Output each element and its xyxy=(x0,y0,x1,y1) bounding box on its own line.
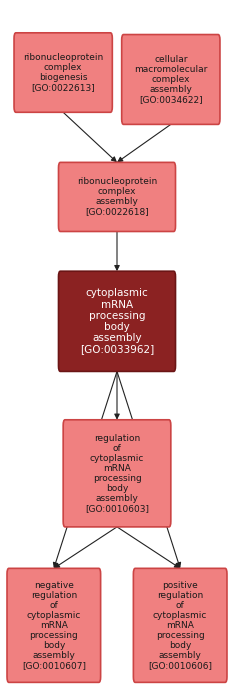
Text: negative
regulation
of
cytoplasmic
mRNA
processing
body
assembly
[GO:0010607]: negative regulation of cytoplasmic mRNA … xyxy=(22,580,86,670)
Text: regulation
of
cytoplasmic
mRNA
processing
body
assembly
[GO:0010603]: regulation of cytoplasmic mRNA processin… xyxy=(85,434,149,513)
Text: ribonucleoprotein
complex
biogenesis
[GO:0022613]: ribonucleoprotein complex biogenesis [GO… xyxy=(23,53,103,92)
FancyBboxPatch shape xyxy=(122,35,220,124)
FancyBboxPatch shape xyxy=(14,33,112,113)
Text: positive
regulation
of
cytoplasmic
mRNA
processing
body
assembly
[GO:0010606]: positive regulation of cytoplasmic mRNA … xyxy=(148,580,212,670)
FancyBboxPatch shape xyxy=(58,162,176,231)
Text: cytoplasmic
mRNA
processing
body
assembly
[GO:0033962]: cytoplasmic mRNA processing body assembl… xyxy=(80,288,154,354)
FancyBboxPatch shape xyxy=(7,568,101,683)
Text: cellular
macromolecular
complex
assembly
[GO:0034622]: cellular macromolecular complex assembly… xyxy=(134,55,208,104)
Text: ribonucleoprotein
complex
assembly
[GO:0022618]: ribonucleoprotein complex assembly [GO:0… xyxy=(77,178,157,216)
FancyBboxPatch shape xyxy=(58,271,176,372)
FancyBboxPatch shape xyxy=(63,419,171,527)
FancyBboxPatch shape xyxy=(133,568,227,683)
